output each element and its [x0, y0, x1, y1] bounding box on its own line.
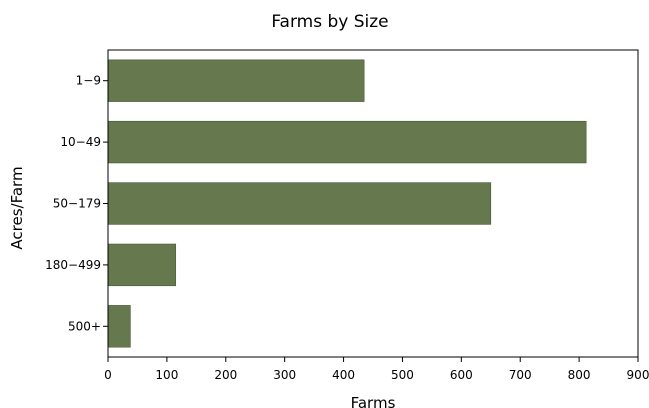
x-tick-label: 700	[509, 368, 532, 382]
y-tick-label: 1−9	[76, 74, 101, 88]
bar-50-179	[107, 182, 492, 225]
bar-180-499	[107, 243, 177, 287]
x-tick-label: 0	[104, 368, 112, 382]
x-tick-label: 100	[155, 368, 178, 382]
chart-title: Farms by Size	[271, 12, 388, 32]
y-tick-label: 10−49	[60, 135, 101, 149]
x-tick-label: 300	[273, 368, 296, 382]
x-tick-label: 900	[627, 368, 649, 382]
y-axis-ticks: 1−9 10−49 50−179 180−499 500+	[45, 74, 108, 333]
y-tick-label: 180−499	[45, 258, 101, 272]
bars-group	[107, 59, 587, 348]
y-axis-label: Acres/Farm	[8, 166, 26, 249]
x-axis-ticks: 0 100 200 300 400 500 600 700 800 900	[104, 357, 649, 382]
x-tick-label: 400	[332, 368, 355, 382]
bar-10-49	[107, 120, 587, 164]
x-tick-label: 600	[450, 368, 473, 382]
bar-1-9	[107, 59, 365, 102]
bar-500+	[107, 305, 131, 348]
x-tick-label: 800	[568, 368, 591, 382]
x-tick-label: 500	[391, 368, 414, 382]
x-axis-label: Farms	[351, 394, 396, 408]
x-tick-label: 200	[214, 368, 237, 382]
y-tick-label: 50−179	[53, 197, 101, 211]
y-tick-label: 500+	[68, 319, 101, 333]
